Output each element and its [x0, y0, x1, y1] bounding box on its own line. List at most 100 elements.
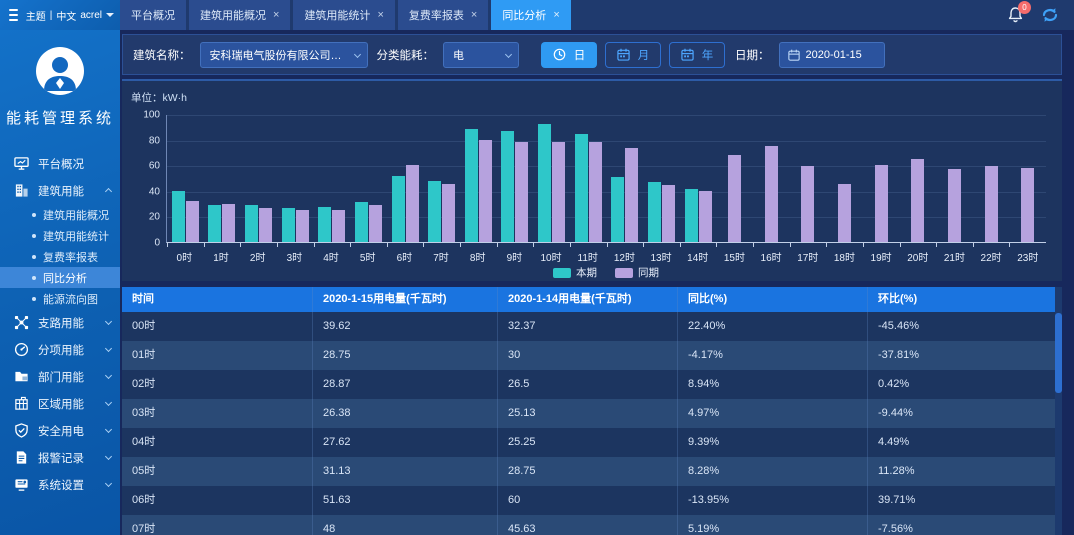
current-period-bar-12时[interactable]: [611, 177, 625, 242]
sidebar-subitem-能源流向图[interactable]: 能源流向图: [0, 288, 120, 309]
username-label[interactable]: acrel: [80, 9, 102, 21]
same-period-bar-20时[interactable]: [911, 159, 925, 242]
theme-label[interactable]: 主题: [25, 11, 46, 23]
current-period-bar-6时[interactable]: [391, 175, 405, 242]
x-axis-label-14时: 14时: [687, 253, 709, 264]
same-period-bar-3时[interactable]: [295, 209, 309, 242]
sidebar-subitem-建筑用能统计[interactable]: 建筑用能统计: [0, 225, 120, 246]
table-row-05时[interactable]: 05时 31.13 28.75 8.28% 11.28%: [122, 457, 1062, 486]
sidebar-item-label: 区域用能: [38, 398, 84, 411]
current-period-bar-3时[interactable]: [281, 208, 295, 242]
building-select[interactable]: 安科瑞电气股份有限公司A楼: [199, 41, 368, 68]
same-period-bar-2时[interactable]: [259, 208, 273, 242]
user-menu[interactable]: 主题 | 中文 acrel: [26, 8, 114, 23]
tab-close-icon[interactable]: ×: [553, 9, 560, 21]
current-period-bar-2时[interactable]: [245, 205, 259, 242]
hamburger-menu-icon[interactable]: [9, 9, 18, 21]
current-period-bar-4时[interactable]: [318, 206, 332, 242]
table-cell: 05时: [132, 465, 156, 477]
same-period-bar-4时[interactable]: [332, 209, 346, 242]
same-period-bar-6时[interactable]: [405, 165, 419, 242]
same-period-bar-23时[interactable]: [1021, 168, 1035, 242]
table-row-00时[interactable]: 00时 39.62 32.37 22.40% -45.46%: [122, 312, 1062, 341]
table-row-06时[interactable]: 06时 51.63 60 -13.95% 39.71%: [122, 486, 1062, 515]
same-period-bar-8时[interactable]: [478, 140, 492, 242]
user-avatar[interactable]: [36, 47, 84, 95]
table-header-row: 时间 2020-1-15用电量(千瓦时) 2020-1-14用电量(千瓦时) 同比(%…: [122, 287, 1062, 312]
tab-复费率报表[interactable]: 复费率报表 ×: [397, 0, 489, 30]
current-period-bar-8时[interactable]: [464, 128, 478, 242]
energy-type-select[interactable]: 电: [443, 41, 519, 68]
tab-建筑用能概况[interactable]: 建筑用能概况 ×: [189, 0, 291, 30]
sidebar-item-区域用能[interactable]: 区域用能: [0, 390, 120, 417]
same-period-bar-12时[interactable]: [625, 147, 639, 242]
current-period-bar-7时[interactable]: [428, 180, 442, 242]
current-period-bar-14时[interactable]: [684, 189, 698, 242]
tab-建筑用能统计[interactable]: 建筑用能统计 ×: [293, 0, 395, 30]
same-period-bar-19时[interactable]: [874, 164, 888, 242]
sidebar-item-报警记录[interactable]: 报警记录: [0, 444, 120, 471]
table-row-04时[interactable]: 04时 27.62 25.25 9.39% 4.49%: [122, 428, 1062, 457]
tab-close-icon[interactable]: ×: [273, 9, 280, 21]
same-period-bar-14时[interactable]: [698, 191, 712, 242]
chevron-down-icon: [104, 398, 113, 407]
same-period-bar-13时[interactable]: [661, 185, 675, 242]
same-period-bar-1时[interactable]: [222, 203, 236, 242]
refresh-icon[interactable]: [1040, 6, 1060, 24]
sidebar-item-支路用能[interactable]: 支路用能: [0, 309, 120, 336]
legend-entry-本期[interactable]: 本期: [553, 265, 597, 280]
sidebar-item-平台概况[interactable]: 平台概况: [0, 150, 120, 177]
same-period-bar-11时[interactable]: [588, 142, 602, 242]
table-row-07时[interactable]: 07时 48 45.63 5.19% -7.56%: [122, 515, 1062, 535]
table-row-03时[interactable]: 03时 26.38 25.13 4.97% -9.44%: [122, 399, 1062, 428]
current-period-bar-0时[interactable]: [171, 191, 185, 242]
period-button-月[interactable]: 月: [605, 41, 661, 68]
same-period-bar-21时[interactable]: [947, 169, 961, 242]
sidebar-subitem-同比分析[interactable]: 同比分析: [0, 267, 120, 288]
same-period-bar-17时[interactable]: [801, 166, 815, 242]
tab-close-icon[interactable]: ×: [470, 9, 478, 21]
sidebar-subitem-建筑用能概况[interactable]: 建筑用能概况: [0, 204, 120, 225]
date-picker-input[interactable]: 2020-01-15: [778, 41, 885, 68]
same-period-bar-7时[interactable]: [442, 183, 456, 242]
gridline-20: [167, 217, 1046, 219]
same-period-bar-18时[interactable]: [838, 184, 852, 242]
current-period-bar-11时[interactable]: [574, 134, 588, 242]
x-axis-label-3时: 3时: [286, 253, 303, 264]
period-button-年[interactable]: 年: [669, 41, 725, 68]
table-row-01时[interactable]: 01时 28.75 30 -4.17% -37.81%: [122, 341, 1062, 370]
same-period-bar-22时[interactable]: [984, 166, 998, 242]
tab-close-icon[interactable]: ×: [377, 9, 384, 21]
notification-bell-icon[interactable]: 0: [1007, 1, 1031, 24]
x-axis-label-8时: 8时: [469, 253, 486, 264]
table-body: 00时 39.62 32.37 22.40% -45.46% 01时 28.75 30 -4.1…: [122, 312, 1062, 535]
same-period-bar-10时[interactable]: [552, 142, 566, 242]
table-scrollbar-thumb[interactable]: [1055, 313, 1062, 393]
x-axis-label-19时: 19时: [870, 253, 892, 264]
chevron-down-icon: [104, 425, 113, 434]
current-period-bar-5时[interactable]: [354, 202, 368, 242]
period-button-日[interactable]: 日: [541, 41, 597, 68]
sidebar-item-系统设置[interactable]: 系统设置: [0, 471, 120, 498]
sidebar-item-建筑用能[interactable]: 建筑用能: [0, 177, 120, 204]
sidebar-item-安全用电[interactable]: 安全用电: [0, 417, 120, 444]
y-tick-label: 60: [148, 160, 160, 172]
column-header-4: 环比(%): [867, 287, 1062, 312]
same-period-bar-0时[interactable]: [185, 200, 199, 242]
tab-同比分析[interactable]: 同比分析 ×: [491, 0, 571, 30]
same-period-bar-16时[interactable]: [764, 146, 778, 242]
same-period-bar-9时[interactable]: [515, 141, 529, 242]
sidebar-item-分项用能[interactable]: 分项用能: [0, 336, 120, 363]
current-period-bar-10时[interactable]: [538, 124, 552, 242]
same-period-bar-15时[interactable]: [728, 154, 742, 242]
current-period-bar-13时[interactable]: [647, 182, 661, 242]
table-row-02时[interactable]: 02时 28.87 26.5 8.94% 0.42%: [122, 370, 1062, 399]
tab-平台概况[interactable]: 平台概况: [120, 0, 186, 30]
current-period-bar-1时[interactable]: [208, 205, 222, 242]
language-label[interactable]: 中文: [56, 11, 77, 23]
current-period-bar-9时[interactable]: [501, 131, 515, 242]
sidebar-item-部门用能[interactable]: 部门用能: [0, 363, 120, 390]
sidebar-subitem-复费率报表[interactable]: 复费率报表: [0, 246, 120, 267]
legend-entry-同期[interactable]: 同期: [615, 265, 659, 280]
same-period-bar-5时[interactable]: [368, 205, 382, 242]
